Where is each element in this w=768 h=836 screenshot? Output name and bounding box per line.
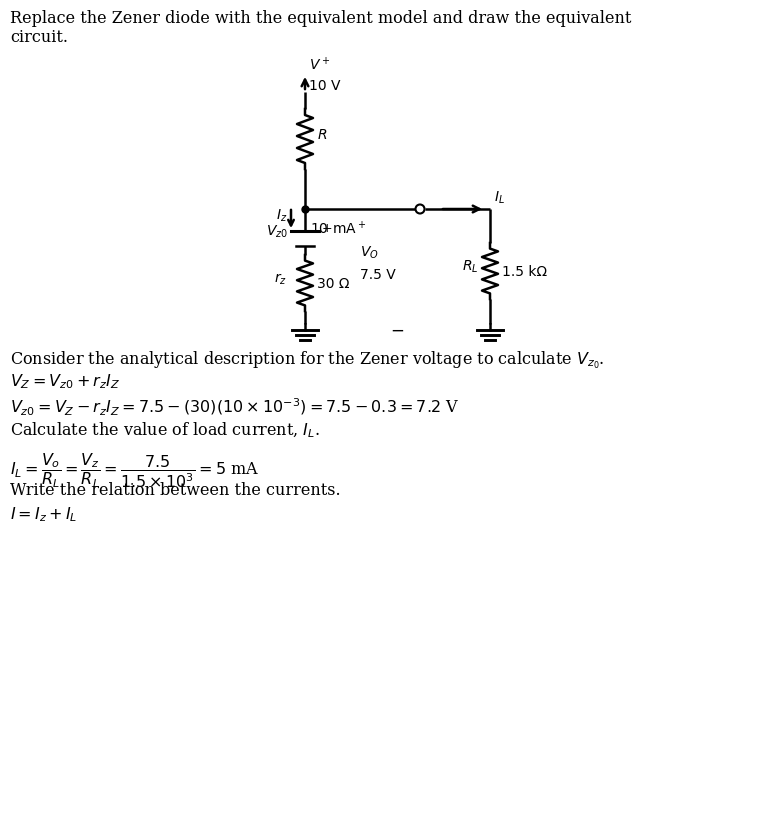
Text: $V_{z0}$: $V_{z0}$ [266, 223, 288, 240]
Text: $I_z$: $I_z$ [276, 208, 287, 224]
Text: $V_Z = V_{z0} + r_z I_Z$: $V_Z = V_{z0} + r_z I_Z$ [10, 371, 121, 390]
Text: Replace the Zener diode with the equivalent model and draw the equivalent: Replace the Zener diode with the equival… [10, 10, 631, 27]
Text: Write the relation between the currents.: Write the relation between the currents. [10, 482, 341, 498]
Text: Calculate the value of load current, $I_L$.: Calculate the value of load current, $I_… [10, 421, 320, 440]
Text: $R_L$: $R_L$ [462, 258, 478, 275]
Text: 1.5 kΩ: 1.5 kΩ [502, 265, 547, 278]
Text: $I = I_z + I_L$: $I = I_z + I_L$ [10, 504, 78, 523]
Text: circuit.: circuit. [10, 29, 68, 46]
Text: $R$: $R$ [317, 128, 327, 142]
Text: $V_{z0} = V_Z - r_z I_Z = 7.5 - (30)(10\times10^{-3}) = 7.5 - 0.3 = 7.2$ V: $V_{z0} = V_Z - r_z I_Z = 7.5 - (30)(10\… [10, 396, 459, 418]
Text: $V^+$: $V^+$ [309, 56, 330, 73]
Text: $I_L = \dfrac{V_o}{R_L} = \dfrac{V_z}{R_L} = \dfrac{7.5}{1.5\times10^3} = 5$ mA: $I_L = \dfrac{V_o}{R_L} = \dfrac{V_z}{R_… [10, 451, 260, 490]
Text: $-$: $-$ [390, 321, 405, 339]
Text: 10 mA$^+$: 10 mA$^+$ [310, 220, 366, 237]
Text: $r_z$: $r_z$ [274, 271, 287, 287]
Text: 10 V: 10 V [309, 79, 340, 93]
Text: $+$: $+$ [321, 222, 333, 235]
Text: 30 Ω: 30 Ω [317, 277, 349, 291]
Text: 7.5 V: 7.5 V [360, 268, 396, 282]
Text: Consider the analytical description for the Zener voltage to calculate $V_{z_0}$: Consider the analytical description for … [10, 349, 604, 370]
Text: $V_O$: $V_O$ [360, 245, 379, 261]
Text: $I_L$: $I_L$ [494, 190, 505, 206]
